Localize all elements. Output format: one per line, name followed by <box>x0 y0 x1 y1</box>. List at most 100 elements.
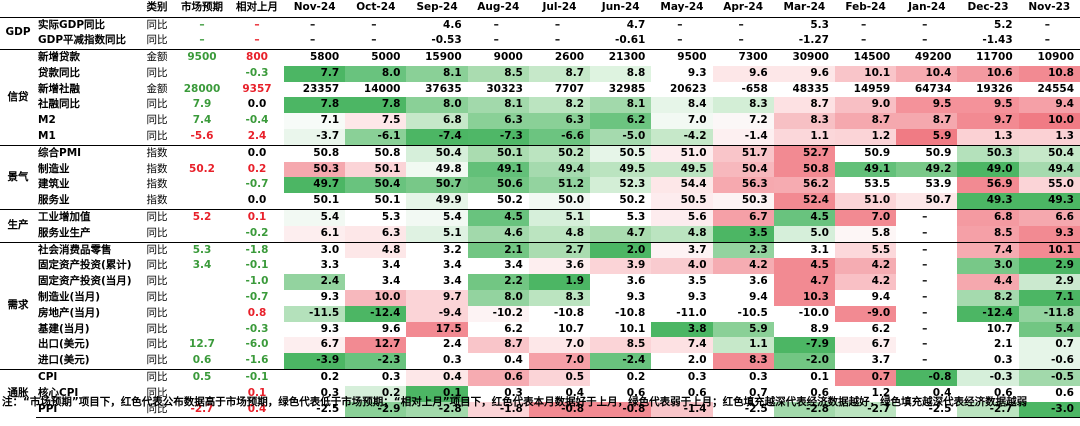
data-cell: 8.7 <box>467 337 529 354</box>
indicator-name: 社会消费品零售 <box>36 241 140 259</box>
data-cell: 5.9 <box>712 321 774 338</box>
data-cell: 14000 <box>363 82 401 95</box>
data-cell: 11700 <box>957 49 1019 66</box>
data-cell: 0.3 <box>406 353 468 370</box>
indicator-type: 同比 <box>146 98 168 111</box>
data-cell: – <box>834 16 897 34</box>
header-month: Nov-23 <box>1018 0 1080 18</box>
data-cell: 4.6 <box>406 16 468 34</box>
data-cell: 9.4 <box>834 290 897 306</box>
data-cell: 52.4 <box>773 193 835 210</box>
market-expectation: -5.6 <box>190 130 214 143</box>
data-cell: -7.4 <box>406 129 468 146</box>
data-cell: -0.3 <box>957 369 1019 386</box>
header-month: Apr-24 <box>712 0 774 18</box>
indicator-name: 房地产(当月) <box>38 306 101 319</box>
data-cell: 3.1 <box>773 241 835 259</box>
table-row: 进口(美元) 同比 0.6 -1.6 -3.9 -2.3 0.3 0.4 7.0 -2.4 2.0 8… <box>0 353 1080 370</box>
data-cell: 9.5 <box>957 97 1019 114</box>
indicator-type: 同比 <box>146 66 168 79</box>
data-cell: – <box>922 226 928 239</box>
table-row: GDP平减指数同比 同比 – – – – -0.53 – – -0.61 – – -1.27 – – -1.4… <box>0 33 1080 49</box>
data-cell: -1.4 <box>712 129 774 146</box>
data-cell: 8.1 <box>467 97 529 114</box>
month-over-month-change: -0.1 <box>245 259 269 272</box>
month-over-month-change: – <box>254 34 260 47</box>
table-row: 固定资产投资(当月) 同比 -1.0 2.4 3.4 3.4 2.2 1.9 3.6 3.5 3.6… <box>0 274 1080 291</box>
market-expectation: 5.3 <box>174 241 230 259</box>
data-cell: 0.1 <box>773 369 835 386</box>
indicator-type: 同比 <box>146 291 168 304</box>
header-month: Sep-24 <box>406 0 468 18</box>
data-cell: -3.7 <box>284 129 346 146</box>
table-row: 生产 工业增加值 同比 5.2 0.1 5.4 5.3 5.4 4.5 5.1 5.3 5.6 6.7 4… <box>0 209 1080 243</box>
data-cell: 10.0 <box>345 290 407 306</box>
data-cell: 8.9 <box>773 321 835 338</box>
indicator-name: 服务业生产 <box>38 226 91 239</box>
data-cell: 9.4 <box>712 290 774 306</box>
data-cell: 37635 <box>425 82 462 95</box>
data-cell: 10.3 <box>773 290 835 306</box>
data-cell: 1.1 <box>712 337 774 354</box>
data-cell: 2.1 <box>957 337 1019 354</box>
market-expectation: – <box>174 16 230 34</box>
month-over-month-change: -0.7 <box>245 178 269 191</box>
month-over-month-change: -1.6 <box>245 354 269 367</box>
data-cell: 7.0 <box>528 337 591 354</box>
group-label: 生产 <box>0 209 36 243</box>
data-cell: 3.4 <box>406 274 468 291</box>
data-cell: 3.7 <box>651 241 713 259</box>
data-cell: 51.7 <box>712 144 774 162</box>
market-expectation <box>174 66 230 82</box>
table-row: 基建(当月) 同比 -0.3 9.3 9.6 17.5 6.2 10.7 10.1 3.8 5.9 8… <box>0 321 1080 338</box>
data-cell: – <box>677 34 683 47</box>
indicator-type: 指数 <box>146 178 168 191</box>
month-over-month-change: -0.3 <box>245 66 269 79</box>
data-cell: 0.7 <box>834 369 897 386</box>
data-cell: 8.7 <box>773 97 835 114</box>
data-cell: 7.0 <box>834 209 897 226</box>
data-cell: -0.5 <box>1018 369 1080 386</box>
data-cell: 6.2 <box>590 113 652 130</box>
table-row: 服务业 指数 0.0 50.1 50.1 49.9 50.2 50.0 50.2 50.5 50.3… <box>0 193 1080 210</box>
month-over-month-change: 0.8 <box>247 306 267 319</box>
data-cell: 8.3 <box>712 97 774 114</box>
data-cell: 50.3 <box>712 193 774 210</box>
data-cell: 8.5 <box>590 337 652 354</box>
data-cell: 23357 <box>302 82 340 95</box>
market-expectation: 7.4 <box>192 114 212 127</box>
market-expectation: 12.7 <box>189 338 215 351</box>
data-cell: 50.3 <box>957 144 1019 162</box>
data-cell: 2.9 <box>1018 258 1080 275</box>
data-cell: 32985 <box>608 82 646 95</box>
indicator-type: 同比 <box>146 114 168 127</box>
market-expectation <box>174 226 230 242</box>
table-row: 建筑业 指数 -0.7 49.7 50.4 50.7 50.6 51.2 52.3 54.4 56.… <box>0 177 1080 194</box>
data-cell: -10.5 <box>712 305 774 322</box>
data-cell: 56.2 <box>773 177 835 194</box>
data-cell: 51.0 <box>834 193 897 210</box>
data-cell: – <box>922 291 928 304</box>
group-label: 通胀 <box>0 369 36 418</box>
data-cell: -3.0 <box>1018 401 1080 419</box>
data-cell: 49.5 <box>590 161 652 178</box>
market-expectation <box>174 306 230 322</box>
indicator-type: 同比 <box>146 259 168 272</box>
data-cell: 50.1 <box>284 193 346 210</box>
data-cell: 10.1 <box>590 321 652 338</box>
data-cell: 0.3 <box>651 369 713 386</box>
header-month: Jan-24 <box>896 0 958 18</box>
data-cell: 49.4 <box>528 161 591 178</box>
data-cell: 2600 <box>528 49 591 66</box>
header-month: May-24 <box>651 0 713 18</box>
header-expect: 市场预期 <box>174 0 230 18</box>
data-cell: -7.9 <box>773 337 835 354</box>
data-cell: 4.5 <box>773 209 835 226</box>
data-cell: -2.5 <box>896 401 958 419</box>
data-cell: – <box>896 16 958 34</box>
month-over-month-change: 0.2 <box>247 162 267 175</box>
indicator-name: 新增社融 <box>38 82 80 95</box>
data-cell: 50.8 <box>773 161 835 178</box>
data-cell: – <box>922 275 928 288</box>
data-cell: – <box>922 338 928 351</box>
